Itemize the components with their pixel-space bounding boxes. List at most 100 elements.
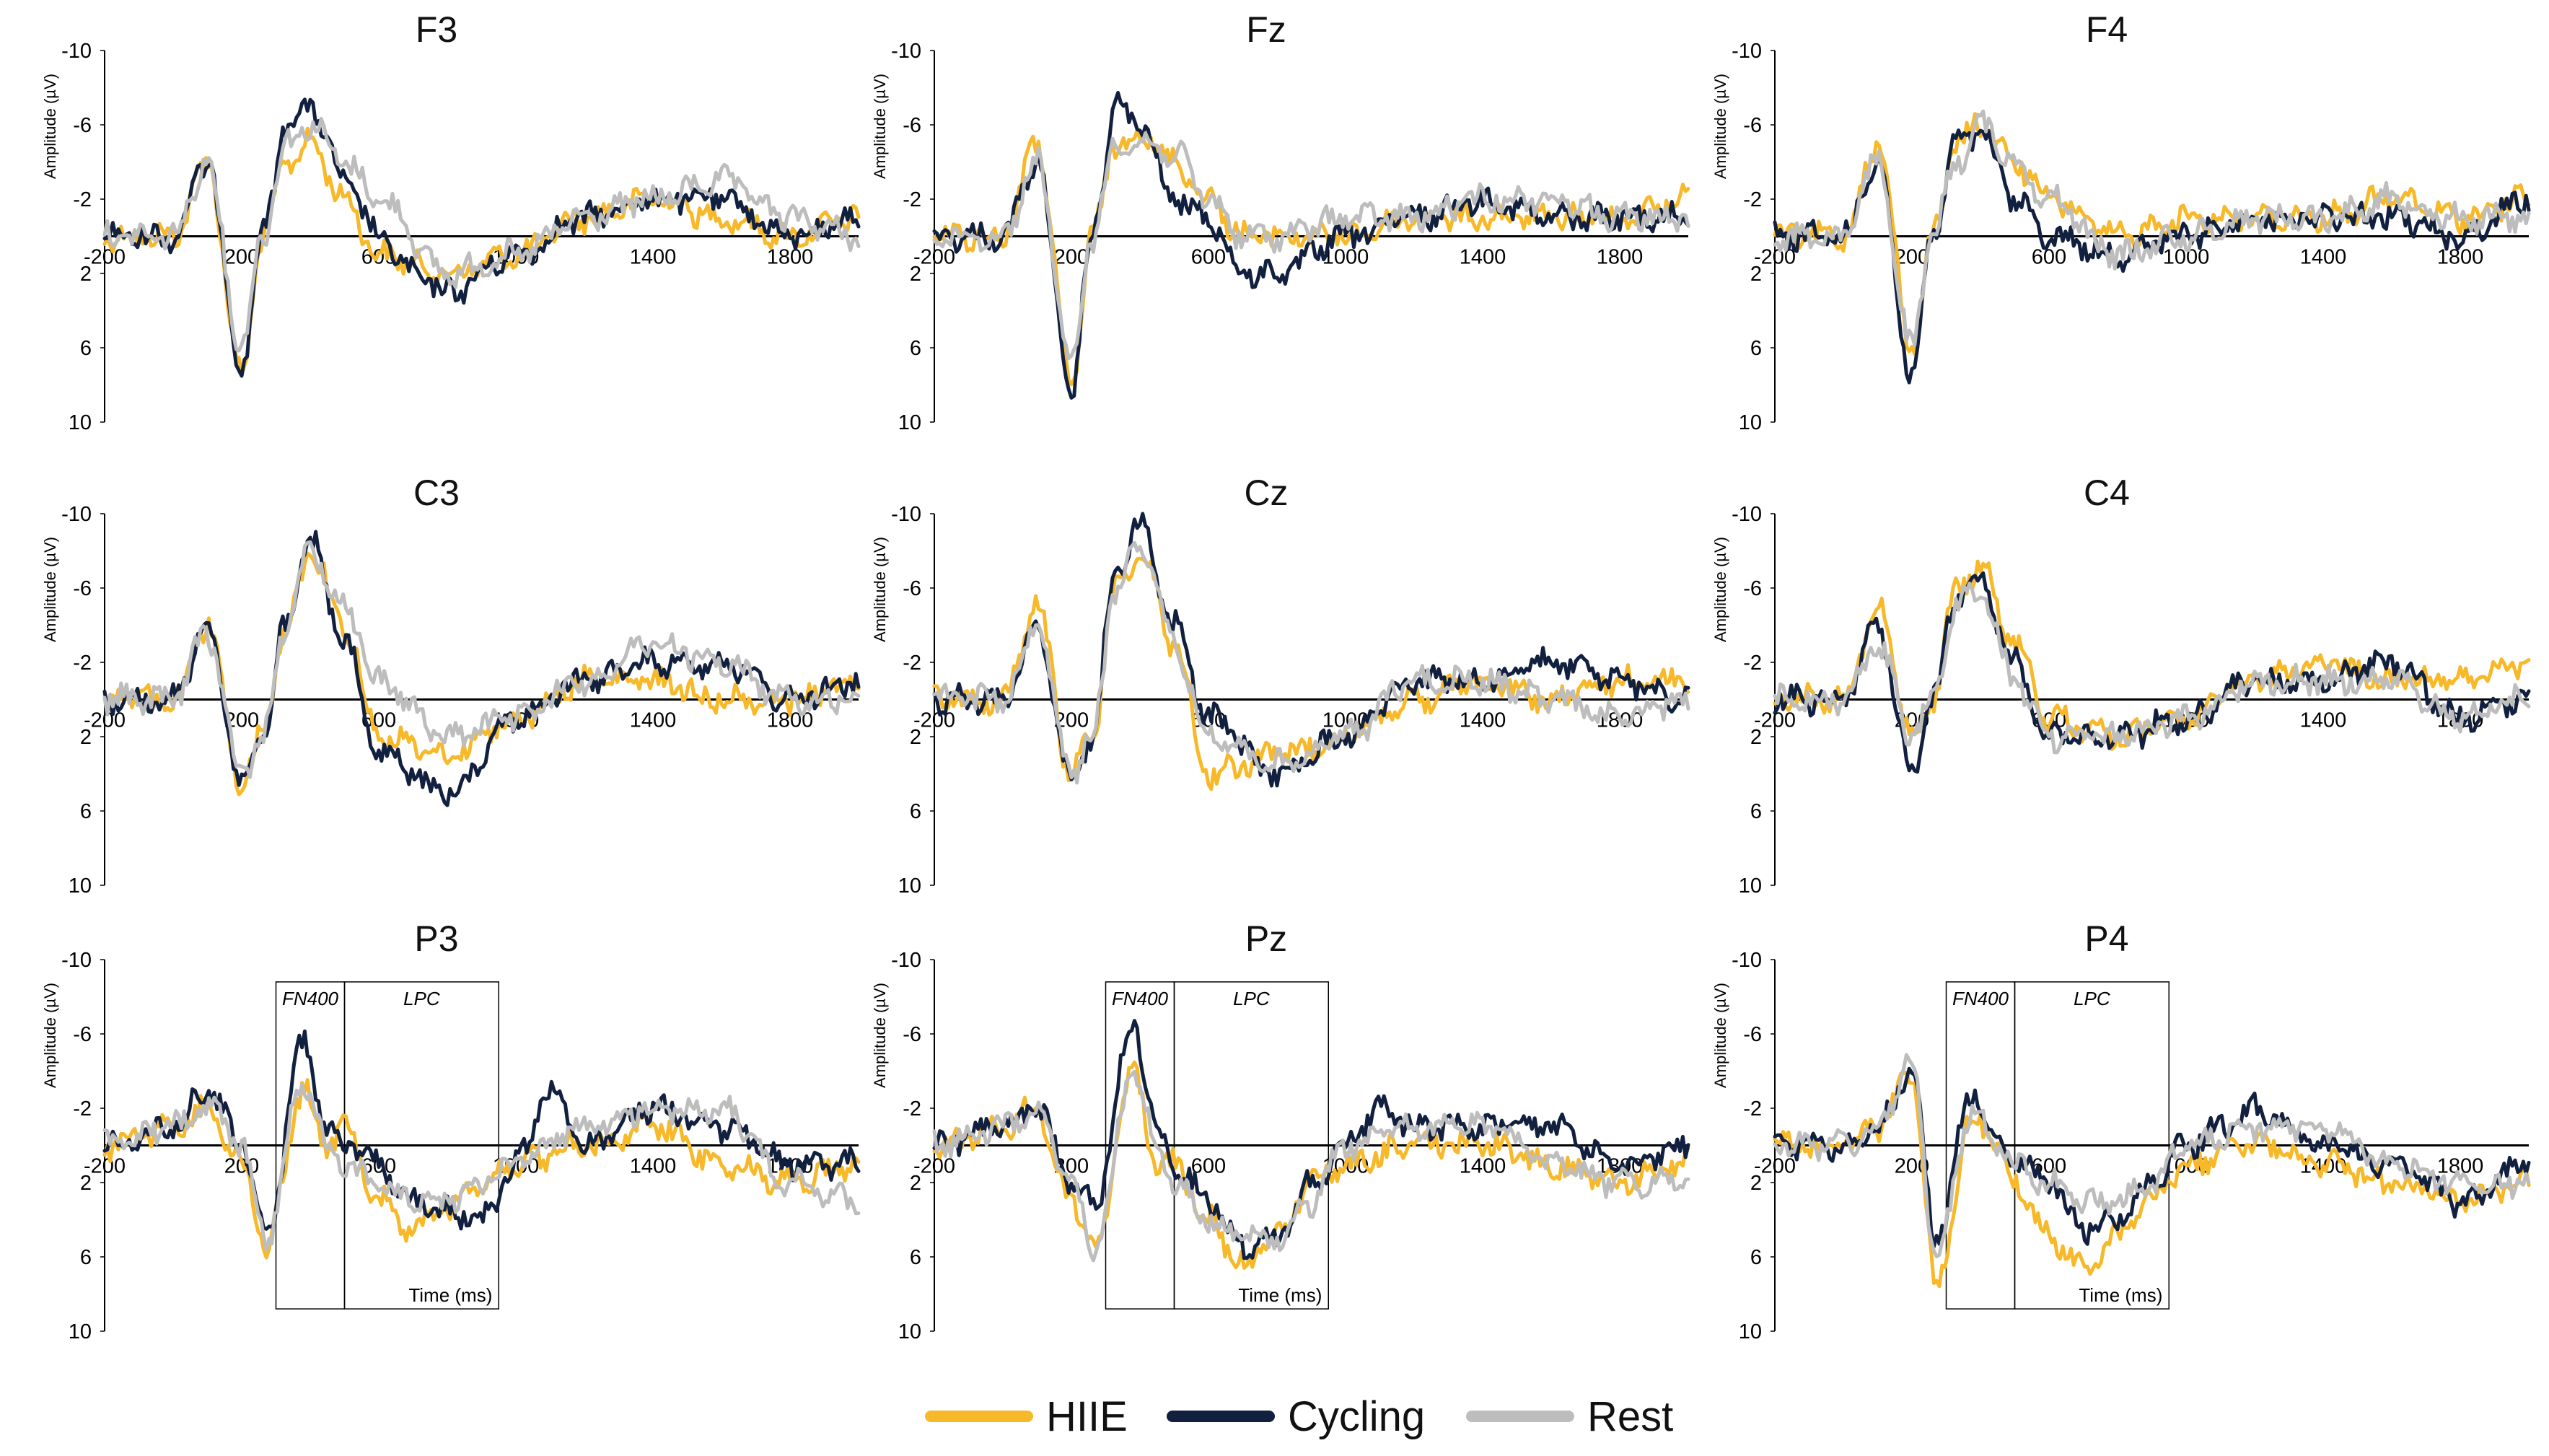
y-tick-label: -2 [1743,1097,1762,1120]
series-line-rest [932,1069,1690,1263]
series-line-hiie [932,1060,1690,1270]
legend: HIIE Cycling Rest [0,1384,2549,1456]
y-tick-label: -6 [903,1023,921,1046]
y-tick-label: -2 [1743,652,1762,675]
legend-label-cycling: Cycling [1288,1393,1426,1440]
series-line-rest [102,540,861,779]
series-line-cycling [102,97,861,378]
y-tick-label: 10 [1739,874,1762,898]
y-tick-label: 6 [1750,337,1762,360]
x-tick-label: 1400 [630,246,677,269]
y-tick-label: 6 [910,1246,921,1269]
y-tick-label: -6 [903,114,921,137]
series-line-rest [102,116,861,353]
y-tick-label: 2 [1750,263,1762,286]
x-tick-label: 1400 [1460,1155,1506,1178]
y-axis-label: Amplitude (µV) [1711,983,1729,1088]
series-line-hiie [1773,559,2531,751]
series-line-cycling [932,1019,1690,1260]
x-tick-label: 1400 [630,709,677,732]
series-line-rest [1773,109,2531,347]
y-tick-label: -2 [903,652,921,675]
window-label-fn400: FN400 [282,988,339,1009]
y-tick-label: 10 [1739,411,1762,434]
series-line-cycling [932,91,1690,400]
legend-swatch-cycling [1167,1411,1275,1422]
window-lpc [343,981,499,1310]
y-tick-label: -2 [73,652,92,675]
y-axis-label: Amplitude (µV) [1711,537,1729,642]
y-tick-label: -10 [61,503,92,526]
y-axis-label: Amplitude (µV) [871,537,889,642]
y-tick-label: -10 [61,949,92,972]
series-line-cycling [102,1029,861,1231]
x-tick-label: 1400 [2300,709,2347,732]
y-axis-label: Amplitude (µV) [871,74,889,179]
series-line-hiie [102,126,861,377]
x-axis-label: Time (ms) [1238,1284,1322,1306]
legend-swatch-hiie [925,1411,1033,1422]
y-tick-label: 2 [910,263,921,286]
y-tick-label: 10 [898,1320,921,1343]
x-tick-label: 200 [1895,246,1929,269]
x-axis-label: Time (ms) [408,1284,492,1306]
x-tick-label: 200 [224,246,259,269]
x-tick-label: -200 [913,709,955,732]
y-tick-label: 6 [1750,1246,1762,1269]
y-tick-label: 6 [910,800,921,823]
legend-swatch-rest [1466,1411,1574,1422]
y-tick-label: -2 [1743,188,1762,211]
x-tick-label: 1000 [1322,246,1369,269]
y-tick-label: 2 [910,1172,921,1195]
legend-item-hiie: HIIE [925,1391,1128,1442]
y-tick-label: 2 [80,726,92,749]
x-tick-label: -200 [84,246,126,269]
y-tick-label: 2 [80,263,92,286]
y-tick-label: 10 [1739,1320,1762,1343]
erp-figure: F3 -10 -6 -2 2 6 10 Amplitude (µV) -200 200 600 100… [41,9,2531,1343]
y-tick-label: 2 [80,1172,92,1195]
y-tick-label: -2 [903,1097,921,1120]
x-tick-label: -200 [913,246,955,269]
series-line-cycling [1773,1066,2531,1249]
y-tick-label: -10 [891,503,921,526]
y-tick-label: 10 [69,411,92,434]
window-label-lpc: LPC [2074,988,2110,1009]
x-tick-label: 1800 [2437,1155,2484,1178]
y-tick-label: -2 [73,1097,92,1120]
y-tick-label: -6 [903,577,921,600]
y-tick-label: -2 [903,188,921,211]
y-tick-label: 10 [898,874,921,898]
y-tick-label: 6 [80,337,92,360]
window-label-lpc: LPC [1233,988,1270,1009]
y-axis-label: Amplitude (µV) [871,983,889,1088]
x-tick-label: 1800 [1597,246,1644,269]
x-tick-label: 1400 [630,1155,677,1178]
y-tick-label: 6 [1750,800,1762,823]
x-tick-label: 600 [1191,1155,1226,1178]
y-tick-label: -10 [61,40,92,63]
window-lpc [1173,981,1329,1310]
series-line-rest [1773,1053,2531,1258]
panel-title: F3 [416,9,457,50]
series-line-rest [1773,582,2531,755]
series-line-cycling [1773,571,2531,774]
x-tick-label: 1400 [2300,246,2347,269]
panel-title: C3 [413,473,460,513]
panel-title: P3 [414,918,458,959]
y-tick-label: -6 [1743,1023,1762,1046]
panel-title: P4 [2084,918,2128,959]
y-axis-label: Amplitude (µV) [41,74,59,179]
x-tick-label: -200 [84,709,126,732]
y-tick-label: 10 [898,411,921,434]
window-label-lpc: LPC [403,988,440,1009]
y-tick-label: -10 [1732,503,1762,526]
y-tick-label: -10 [1732,40,1762,63]
